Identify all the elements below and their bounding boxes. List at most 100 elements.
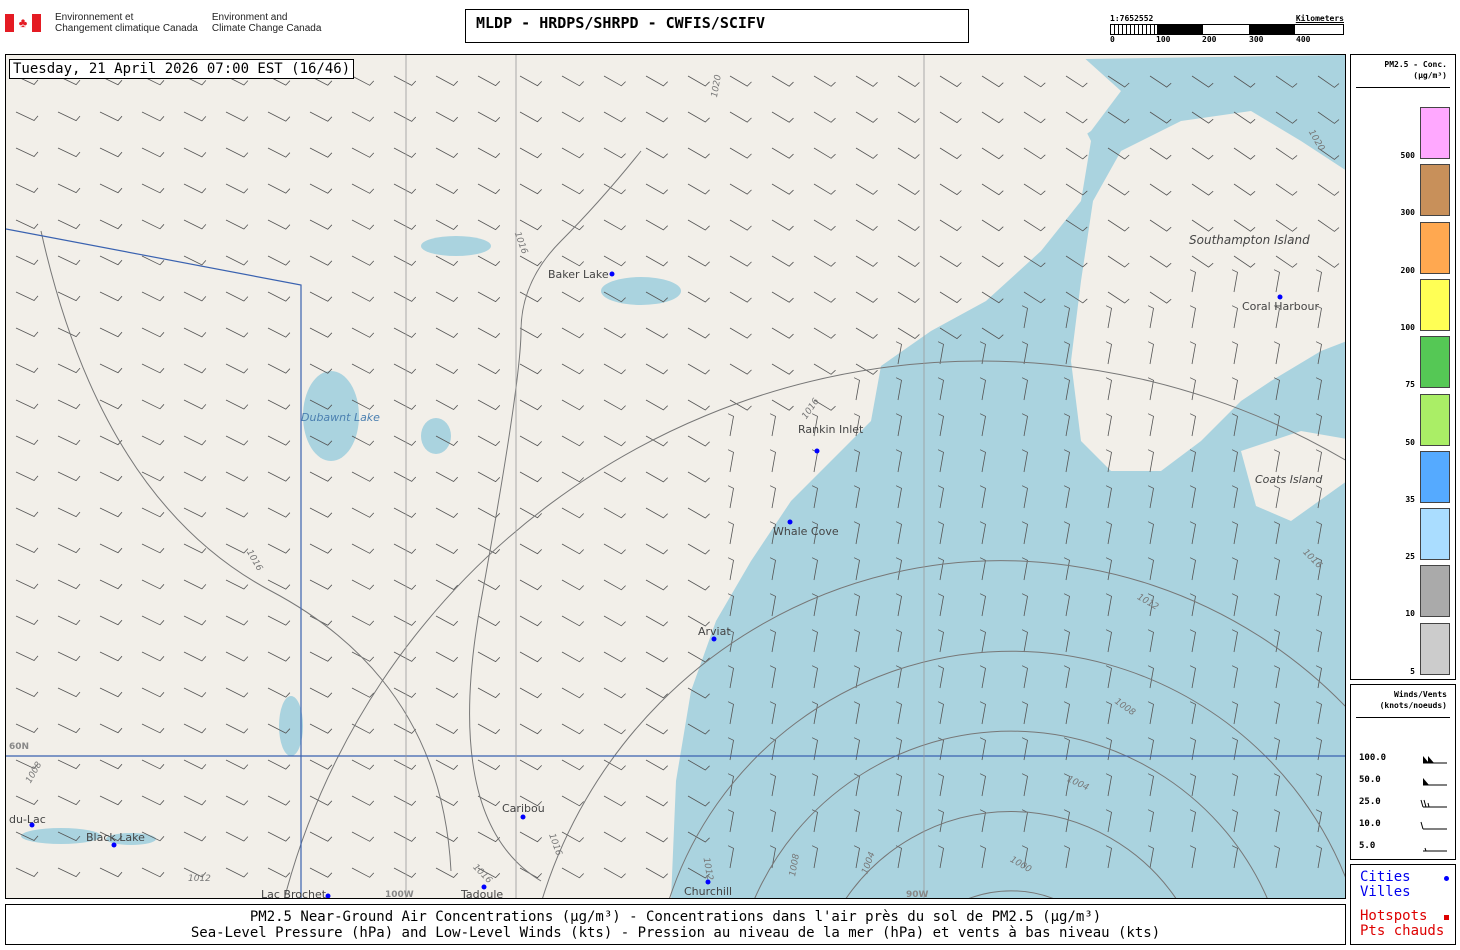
- wind-barb: [99, 147, 123, 158]
- wind-barb: [141, 579, 165, 590]
- wind-barb: [1273, 557, 1280, 581]
- city-label: Caribou: [502, 802, 545, 815]
- wind-barb: [897, 327, 920, 340]
- southampton-island: [1071, 111, 1345, 471]
- wind-barb: [1105, 737, 1112, 761]
- wind-barb: [603, 579, 626, 591]
- wind-barb: [519, 435, 542, 447]
- wind-barb: [1105, 665, 1112, 689]
- wind-barb: [645, 867, 668, 879]
- wind-barb: [1189, 701, 1196, 725]
- wind-barb: [645, 615, 668, 627]
- wind-barb: [477, 183, 501, 195]
- wind-barb: [1273, 521, 1280, 545]
- wind-barb: [1147, 845, 1154, 869]
- wind-barb: [687, 579, 710, 591]
- wind-barb: [435, 327, 458, 338]
- wind-barb: [645, 507, 668, 519]
- wind-barb: [895, 773, 902, 797]
- legend-level-label: 300: [1400, 208, 1415, 218]
- wind-barb: [1065, 111, 1088, 124]
- wind-barb: [15, 579, 39, 589]
- wind-barb: [1149, 111, 1172, 124]
- wind-barb: [1231, 485, 1238, 509]
- wind-barb: [267, 255, 291, 266]
- wind-barb: [519, 867, 542, 879]
- pts-chauds-label: Pts chauds: [1360, 923, 1445, 939]
- wind-barb: [183, 435, 207, 446]
- wind-barb: [897, 219, 920, 232]
- wind-barb: [1021, 557, 1028, 581]
- wind-barb: [1107, 147, 1130, 160]
- wind-barb: [811, 809, 818, 833]
- wind-barb: [855, 183, 878, 195]
- wind-barb: [393, 687, 417, 698]
- wind-barb: [477, 291, 501, 303]
- wind-barb: [1063, 773, 1070, 797]
- wind-barb: [435, 399, 458, 410]
- wind-barb: [1105, 413, 1112, 437]
- wind-barb: [603, 507, 626, 519]
- wind-barb: [603, 867, 626, 879]
- wind-barb: [267, 867, 291, 878]
- isobar: [754, 730, 1268, 898]
- wind-barb: [603, 543, 626, 555]
- wind-barb: [1149, 75, 1172, 88]
- wind-barb: [57, 471, 81, 482]
- wind-barb: [603, 327, 626, 339]
- pm25-legend: PM2.5 - Conc. (µg/m³) 500 300 200 100 75 50 35 2…: [1350, 54, 1456, 680]
- wind-barb: [687, 111, 710, 123]
- city-label: Coral Harbour: [1242, 300, 1319, 313]
- wind-barb: [519, 219, 542, 231]
- wind-barb: [1273, 269, 1280, 293]
- wind-barb: [1233, 75, 1256, 88]
- wind-barb: [603, 363, 626, 375]
- wind-barb: [519, 795, 542, 807]
- wind-barb: [1149, 291, 1172, 304]
- wind-barb: [393, 111, 417, 122]
- wind-barb: [435, 471, 458, 482]
- wind-barb: [393, 183, 417, 194]
- wind-barb: [687, 219, 710, 231]
- wind-barb: [687, 615, 710, 627]
- wind-barb: [309, 363, 333, 374]
- wind-barb: [99, 687, 123, 698]
- wind-barb: [687, 327, 710, 339]
- wind-speed-label: 50.0: [1359, 775, 1381, 785]
- wind-barb: [393, 255, 417, 266]
- wind-barb: [687, 75, 710, 87]
- wind-barb: [57, 255, 81, 266]
- wind-barb: [183, 507, 207, 518]
- wind-barb: [895, 701, 902, 725]
- map-canvas[interactable]: Baker Lake Rankin Inlet Whale Cove Arvia…: [5, 54, 1346, 899]
- wind-barb: [1191, 147, 1214, 160]
- wind-barb: [561, 327, 584, 339]
- legend-swatch: [1420, 278, 1450, 331]
- wind-barb: [1063, 449, 1070, 473]
- wind-barb: [769, 521, 776, 545]
- wind-barb: [1231, 845, 1238, 869]
- villes-label: Villes: [1360, 884, 1411, 900]
- wind-barb: [603, 435, 626, 447]
- wind-barb: [769, 701, 776, 725]
- wind-barb: [1021, 449, 1028, 473]
- wind-barb: [351, 327, 375, 338]
- wind-barb: [309, 759, 333, 770]
- wind-barb: [895, 341, 902, 365]
- wind-barb: [519, 291, 542, 303]
- wind-barb: [937, 485, 944, 509]
- wind-barb: [1317, 111, 1340, 124]
- wind-barb: [645, 579, 668, 591]
- wind-barb: [727, 701, 734, 725]
- wind-barb: [811, 521, 818, 545]
- wind-barb: [15, 723, 39, 733]
- city-label: Black Lake: [86, 831, 145, 844]
- isobar: [469, 150, 642, 882]
- wind-barb: [141, 507, 165, 518]
- wind-barb: [1105, 593, 1112, 617]
- wind-barb: [687, 867, 710, 879]
- wind-barb: [937, 845, 944, 869]
- wind-barb: [225, 219, 249, 230]
- wind-barb: [183, 219, 207, 230]
- wind-barb: [99, 471, 123, 482]
